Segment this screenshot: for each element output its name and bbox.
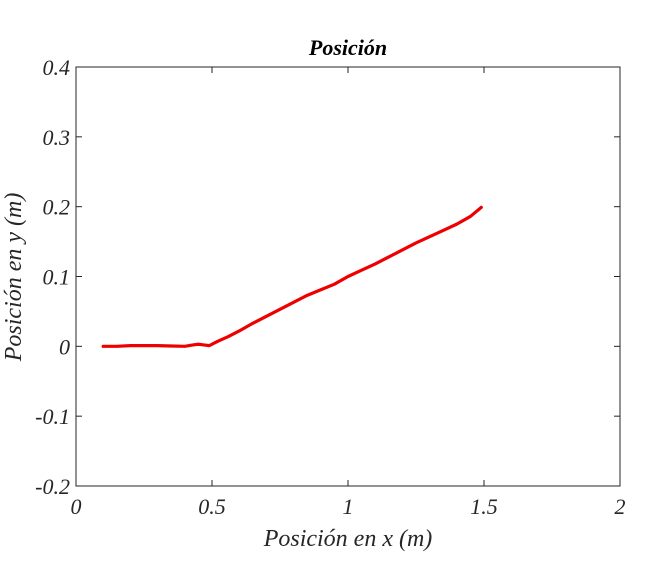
x-tick-label: 0.5 bbox=[198, 494, 226, 519]
x-tick-label: 1.5 bbox=[470, 494, 498, 519]
ticks-layer: 0 0.5 1 1.5 2 -0.2 -0.1 0 0.1 0.2 0.3 0.4 bbox=[35, 55, 625, 519]
y-tick-label: -0.1 bbox=[35, 404, 70, 429]
x-tick-label: 1 bbox=[343, 494, 354, 519]
x-tick-label: 0 bbox=[71, 494, 82, 519]
y-tick-label: 0 bbox=[59, 334, 70, 359]
x-axis-label: Posición en x (m) bbox=[263, 526, 433, 552]
y-tick-label: 0.2 bbox=[43, 195, 71, 220]
y-axis-label: Posición en y (m) bbox=[1, 193, 27, 363]
series-layer bbox=[101, 205, 483, 348]
y-tick-label: 0.1 bbox=[43, 265, 71, 290]
series-line bbox=[101, 205, 483, 348]
y-tick-label: 0.4 bbox=[43, 55, 71, 80]
y-tick-label: -0.2 bbox=[35, 474, 70, 499]
y-tick-label: 0.3 bbox=[43, 125, 71, 150]
x-tick-label: 2 bbox=[615, 494, 626, 519]
chart-title: Posición bbox=[308, 35, 387, 60]
